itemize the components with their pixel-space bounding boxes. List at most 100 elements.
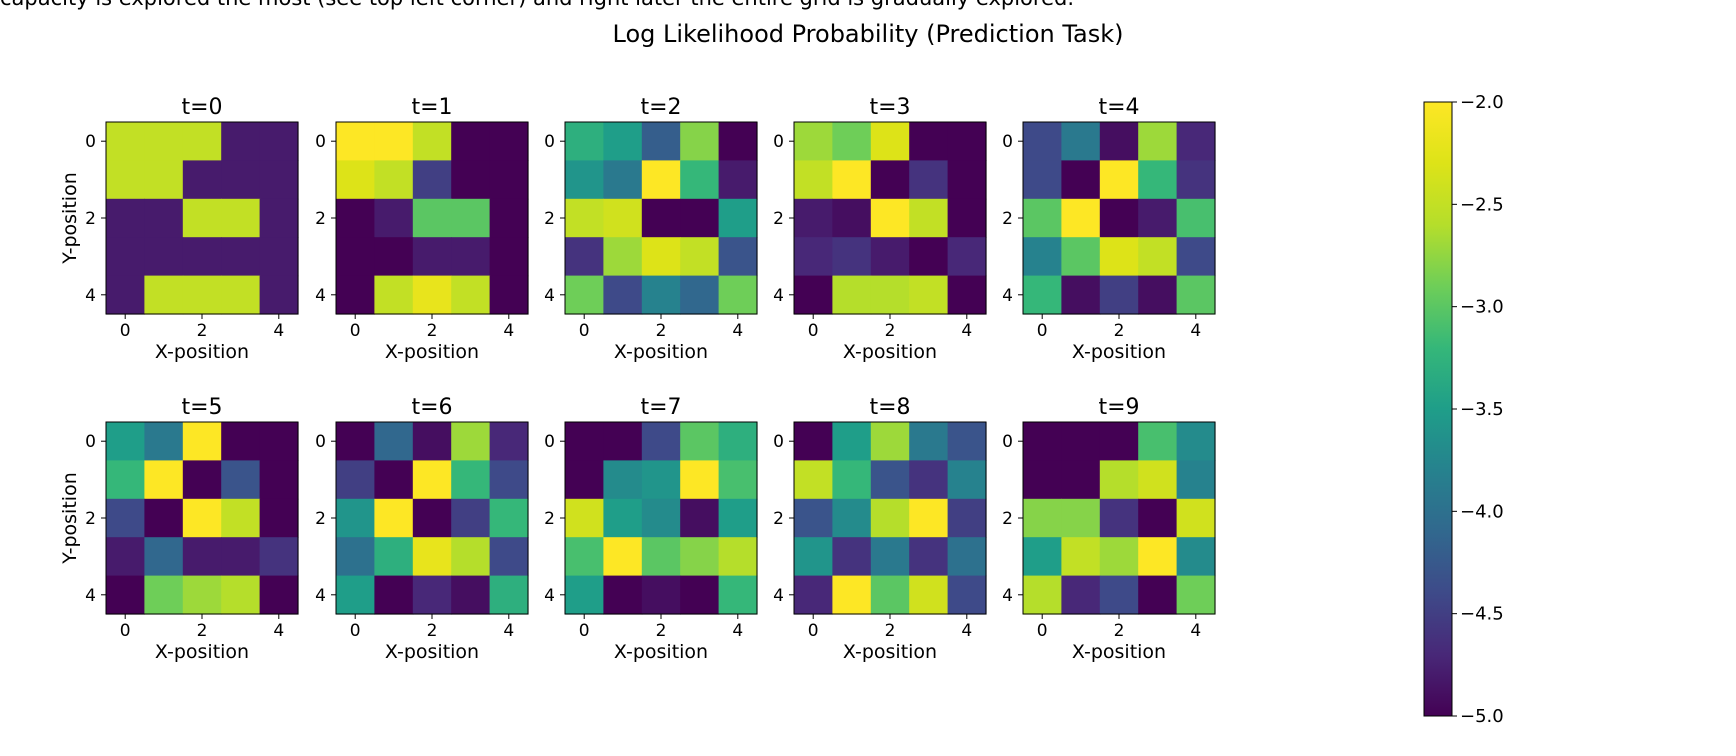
heatmap-cell [1061, 575, 1101, 615]
y-tick-label: 2 [544, 509, 555, 529]
heatmap-cell [412, 122, 452, 161]
panel-title: t=2 [640, 95, 681, 120]
heatmap-cell [374, 160, 414, 200]
y-tick-label: 2 [315, 209, 326, 229]
figure-title: Log Likelihood Probability (Prediction T… [613, 20, 1124, 48]
heatmap-cell [832, 422, 872, 461]
heatmap-cell [565, 160, 604, 200]
heatmap-cell [870, 537, 910, 577]
x-axis-label: X-position [385, 641, 479, 663]
heatmap-cell [1099, 198, 1139, 238]
heatmap-cell [489, 498, 529, 538]
heatmap-cell [794, 237, 833, 277]
heatmap-cell [1061, 122, 1101, 161]
heatmap-cell [909, 237, 949, 277]
heatmap-cell [641, 575, 681, 615]
heatmap-cell [144, 422, 184, 461]
heatmap-cell [680, 160, 720, 200]
y-tick-label: 0 [85, 432, 96, 452]
y-tick-label: 4 [85, 586, 96, 606]
x-tick-label: 4 [732, 321, 743, 341]
heatmap-cell [106, 575, 145, 615]
heatmap-cell [909, 275, 949, 315]
panel-title: t=3 [869, 95, 910, 120]
x-tick-label: 2 [1114, 321, 1125, 341]
y-axis-label: Y-position [59, 472, 81, 564]
heatmap-cell [182, 198, 222, 238]
heatmap-cell [259, 498, 299, 538]
heatmap-cell [336, 237, 375, 277]
heatmap-cell [1023, 575, 1062, 615]
x-tick-label: 2 [885, 321, 896, 341]
heatmap-cell [489, 422, 529, 461]
heatmap-cell [565, 422, 604, 461]
heatmap-cell [947, 422, 987, 461]
heatmap-cell [1023, 122, 1062, 161]
heatmap-cell [680, 275, 720, 315]
heatmap-cell [641, 237, 681, 277]
y-tick-label: 4 [1002, 286, 1013, 306]
heatmap-cell [144, 237, 184, 277]
heatmap-cell [641, 198, 681, 238]
y-tick-label: 2 [773, 509, 784, 529]
heatmap-cell [718, 275, 758, 315]
y-tick-label: 4 [773, 586, 784, 606]
x-tick-label: 2 [885, 621, 896, 641]
heatmap-cell [259, 122, 299, 161]
y-tick-label: 0 [315, 132, 326, 152]
heatmap-cell [870, 160, 910, 200]
heatmap-cell [336, 498, 375, 538]
heatmap-cell [144, 160, 184, 200]
heatmap-cell [182, 275, 222, 315]
heatmap-cell [144, 198, 184, 238]
heatmap-cell [106, 460, 145, 500]
heatmap-panel: t=0 0 2 4 0 2 4 X-position Y-position [59, 95, 299, 363]
heatmap-cell [1023, 198, 1062, 238]
y-axis-label: Y-position [59, 172, 81, 264]
heatmap-cell [144, 537, 184, 577]
heatmap-cell [641, 537, 681, 577]
heatmap-cell [451, 275, 491, 315]
heatmap-cell [794, 198, 833, 238]
heatmap-cell [718, 122, 758, 161]
heatmap-cell [1099, 537, 1139, 577]
heatmap-cell [794, 422, 833, 461]
heatmap-cell [565, 498, 604, 538]
heatmap-cell [832, 275, 872, 315]
heatmap-cell [374, 575, 414, 615]
heatmap-cell [603, 422, 643, 461]
x-tick-label: 4 [961, 321, 972, 341]
x-tick-label: 2 [427, 621, 438, 641]
heatmap-panel: t=5 0 2 4 0 2 4 X-position Y-position [59, 395, 299, 663]
heatmap-cell [1061, 460, 1101, 500]
heatmap-cell [1176, 537, 1216, 577]
heatmap-cell [718, 198, 758, 238]
x-tick-label: 0 [579, 321, 590, 341]
heatmap-cell [451, 122, 491, 161]
heatmap-cell [947, 537, 987, 577]
heatmap-cell [374, 275, 414, 315]
heatmap-cell [1138, 422, 1178, 461]
heatmap-cell [412, 198, 452, 238]
x-tick-label: 0 [1037, 621, 1048, 641]
x-tick-label: 4 [503, 621, 514, 641]
heatmap-cell [182, 122, 222, 161]
panel-title: t=8 [869, 395, 910, 420]
heatmap-cell [909, 537, 949, 577]
heatmap-cell [182, 537, 222, 577]
x-tick-label: 4 [1190, 621, 1201, 641]
heatmap-cell [947, 122, 987, 161]
heatmap-cell [680, 498, 720, 538]
heatmap-cell [1176, 575, 1216, 615]
heatmap-cell [412, 237, 452, 277]
heatmap-cell [221, 237, 261, 277]
heatmap-cell [947, 237, 987, 277]
heatmap-cell [870, 460, 910, 500]
heatmap-cell [106, 537, 145, 577]
heatmap-cell [144, 460, 184, 500]
heatmap-cell [794, 537, 833, 577]
heatmap-cell [1176, 160, 1216, 200]
heatmap-cell [1061, 275, 1101, 315]
heatmap-cell [832, 160, 872, 200]
heatmap-cell [794, 460, 833, 500]
